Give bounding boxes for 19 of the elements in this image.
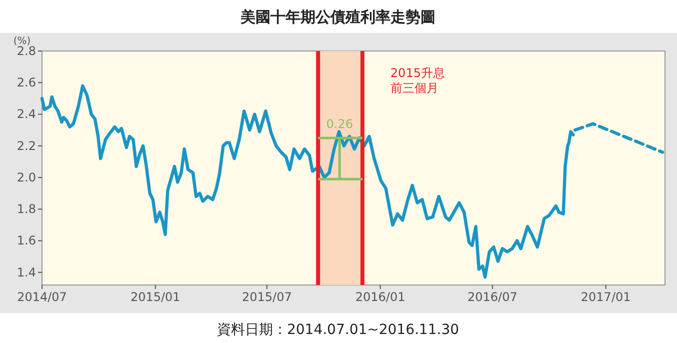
x-tick-label: 2017/01	[580, 290, 631, 304]
y-tick-label: 1.8	[16, 202, 36, 216]
y-tick-label: 2.8	[16, 44, 36, 58]
y-tick-label: 2.2	[16, 138, 36, 153]
annotation: 0.26	[326, 116, 353, 131]
y-tick-label: 1.6	[16, 234, 36, 248]
chart-title: 美國十年期公債殖利率走勢圖	[240, 8, 436, 26]
y-tick-label: 1.4	[16, 265, 36, 280]
y-tick-label: 2.0	[16, 170, 36, 184]
x-tick-label: 2014/07	[17, 290, 67, 304]
x-tick-label: 2016/01	[355, 290, 406, 304]
y-axis-title: (%)	[13, 36, 31, 47]
text: 資料日期：2014.07.01~2016.11.30	[216, 322, 460, 338]
x-tick-label: 2016/07	[468, 290, 518, 304]
x-tick-label: 2015/07	[242, 290, 292, 304]
y-tick-label: 2.6	[16, 76, 36, 90]
y-tick-label: 2.4	[16, 107, 36, 122]
x-tick-label: 2015/01	[130, 290, 180, 304]
band-label: 2015升息前三個月	[390, 66, 445, 95]
